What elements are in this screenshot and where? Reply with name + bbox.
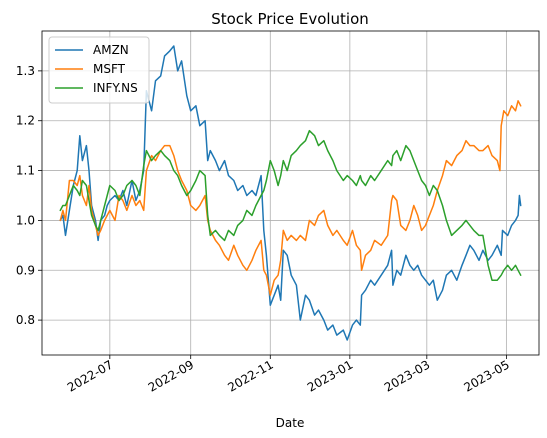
x-tick-label: 2023-03 (382, 357, 432, 394)
x-tick-label: 2022-11 (225, 357, 275, 394)
x-tick-label: 2022-07 (65, 357, 115, 394)
x-tick-label: 2023-01 (305, 357, 355, 394)
chart-title: Stock Price Evolution (211, 10, 369, 28)
legend-label: INFY.NS (93, 81, 138, 95)
y-tick-label: 0.9 (16, 263, 35, 277)
y-tick-label: 1.1 (16, 164, 35, 178)
legend-label: MSFT (93, 62, 126, 76)
legend: AMZN MSFT INFY.NS (48, 36, 150, 104)
y-tick-label: 1.0 (16, 213, 35, 227)
y-axis-ticks: 0.8 0.9 1.0 1.1 1.2 1.3 (16, 64, 42, 327)
legend-label: AMZN (93, 43, 129, 57)
x-tick-label: 2022-09 (146, 357, 196, 394)
x-axis-ticks: 2022-07 2022-09 2022-11 2023-01 2023-03 2023-… (65, 355, 512, 395)
legend-box (48, 36, 150, 104)
y-tick-label: 1.2 (16, 114, 35, 128)
x-axis-label: Date (276, 416, 305, 430)
series-line-infy-ns (59, 129, 522, 281)
series-lines (59, 45, 522, 341)
plot-frame (41, 30, 540, 356)
series-line-msft (59, 100, 522, 296)
y-tick-label: 0.8 (16, 313, 35, 327)
x-tick-label: 2023-05 (461, 357, 511, 394)
y-tick-label: 1.3 (16, 64, 35, 78)
